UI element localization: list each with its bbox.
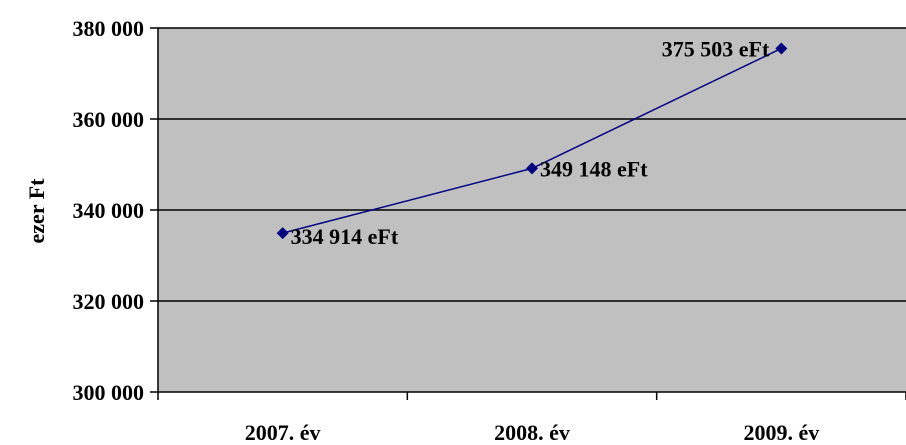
grid-lines — [158, 27, 906, 302]
y-tick-label: 340 000 — [73, 198, 145, 223]
x-tick-label: 2007. év — [245, 420, 321, 445]
x-tick-label: 2009. év — [743, 420, 819, 445]
data-label: 375 503 eFt — [662, 36, 770, 61]
y-axis-ticks: 300 000 320 000 340 000 360 000 380 000 — [73, 16, 158, 405]
y-axis-title: ezer Ft — [24, 178, 49, 244]
data-label: 334 914 eFt — [291, 224, 399, 249]
series-group: 334 914 eFt 349 148 eFt 375 503 eFt — [276, 36, 788, 249]
y-tick-label: 360 000 — [73, 107, 145, 132]
data-label: 349 148 eFt — [540, 156, 648, 181]
x-axis-ticks: 2007. év 2008. év 2009. év — [157, 392, 906, 445]
y-tick-label: 320 000 — [73, 289, 145, 314]
y-tick-label: 380 000 — [73, 16, 145, 41]
data-point-marker — [526, 162, 538, 175]
x-tick-label: 2008. év — [494, 420, 570, 445]
data-point-marker — [276, 227, 289, 240]
y-tick-label: 300 000 — [73, 380, 145, 405]
data-point-marker — [775, 42, 788, 55]
